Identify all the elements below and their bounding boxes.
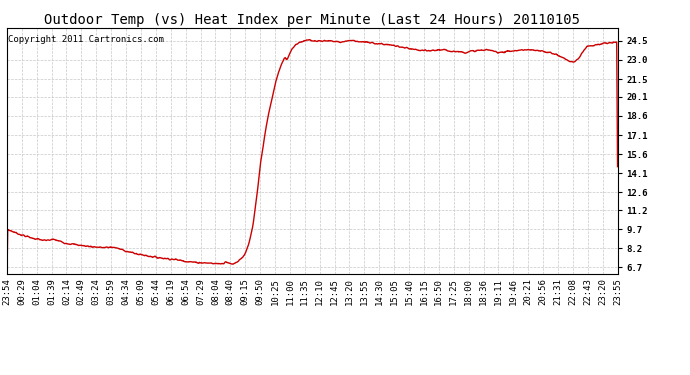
- Title: Outdoor Temp (vs) Heat Index per Minute (Last 24 Hours) 20110105: Outdoor Temp (vs) Heat Index per Minute …: [44, 13, 580, 27]
- Text: Copyright 2011 Cartronics.com: Copyright 2011 Cartronics.com: [8, 36, 164, 45]
